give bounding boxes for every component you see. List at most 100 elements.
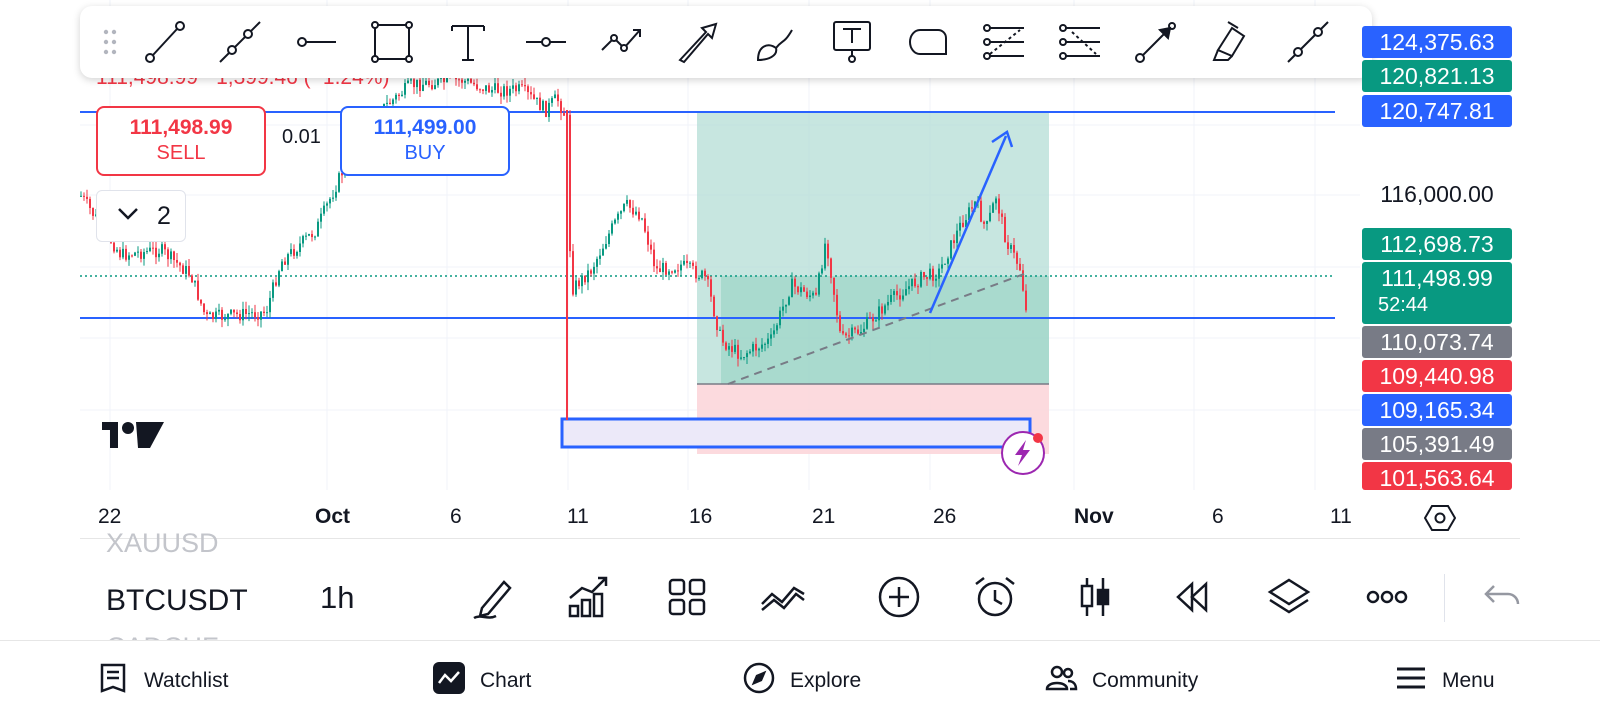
candle-body xyxy=(620,211,622,214)
alarm-clock-icon[interactable] xyxy=(972,574,1018,620)
candle-body xyxy=(194,280,196,283)
horizontal-ray-icon[interactable] xyxy=(294,20,338,64)
candle-body xyxy=(887,301,889,306)
candle-body xyxy=(1010,245,1012,249)
sell-button[interactable]: 111,498.99 SELL xyxy=(96,106,266,176)
cross-line-icon[interactable] xyxy=(1286,20,1330,64)
long-position-entry-zone xyxy=(721,276,1049,384)
fib-retracement-icon[interactable] xyxy=(982,20,1026,64)
candle-body xyxy=(731,346,733,352)
candle-body xyxy=(1025,290,1027,311)
candle-body xyxy=(482,89,484,91)
nav-community[interactable]: Community xyxy=(1044,661,1198,701)
candle-body xyxy=(839,315,841,332)
highlighter-icon[interactable] xyxy=(1210,20,1254,64)
arrow-marker-icon[interactable] xyxy=(1134,20,1178,64)
candle-body xyxy=(155,247,157,258)
sell-label: SELL xyxy=(156,142,206,164)
callout-icon[interactable] xyxy=(906,20,950,64)
price-label: 105,391.49 xyxy=(1362,428,1512,460)
candle-body xyxy=(842,331,844,334)
candle-body xyxy=(1016,252,1018,264)
trend-line-icon[interactable] xyxy=(142,20,186,64)
candle-body xyxy=(848,335,850,337)
candle-body xyxy=(878,306,880,321)
anchored-text-icon[interactable] xyxy=(830,20,874,64)
candle-body xyxy=(185,265,187,274)
candle-body xyxy=(944,263,946,265)
more-icon[interactable] xyxy=(1364,574,1410,620)
candle-body xyxy=(506,86,508,96)
nav-menu-label: Menu xyxy=(1442,669,1495,692)
layout-grid-icon[interactable] xyxy=(664,574,710,620)
symbol-prev[interactable]: XAUUSD xyxy=(106,528,219,554)
candle-body xyxy=(116,249,118,252)
nav-menu[interactable]: Menu xyxy=(1394,661,1495,701)
candle-body xyxy=(404,83,406,95)
candle-body xyxy=(932,268,934,281)
time-label: 22 xyxy=(98,505,122,528)
candle-body xyxy=(512,85,514,89)
candle-body xyxy=(998,198,1000,214)
candle-body xyxy=(890,294,892,302)
candle-body xyxy=(638,211,640,220)
text-icon[interactable] xyxy=(446,20,490,64)
price-chart[interactable] xyxy=(80,0,1520,540)
compare-icon[interactable] xyxy=(760,574,806,620)
nav-watchlist[interactable]: Watchlist xyxy=(96,661,228,701)
candle-body xyxy=(170,251,172,260)
indicators-icon[interactable] xyxy=(566,574,612,620)
candle-body xyxy=(764,343,766,345)
indicators-count: 2 xyxy=(157,201,171,230)
candle-body xyxy=(515,85,517,92)
layers-icon[interactable] xyxy=(1266,574,1312,620)
horizontal-line-icon[interactable] xyxy=(524,20,568,64)
candle-body xyxy=(947,258,949,264)
candle-body xyxy=(677,270,679,272)
candle-body xyxy=(320,213,322,222)
candle-body xyxy=(146,251,148,253)
time-label: 11 xyxy=(1330,505,1352,528)
candle-body xyxy=(191,275,193,283)
buy-button[interactable]: 111,499.00 BUY xyxy=(340,106,510,176)
fib-extension-icon[interactable] xyxy=(1058,20,1102,64)
candle-body xyxy=(722,329,724,343)
candles-icon[interactable] xyxy=(1072,574,1118,620)
nav-explore[interactable]: Explore xyxy=(742,661,861,701)
brush-icon[interactable] xyxy=(752,20,796,64)
candle-body xyxy=(548,102,550,117)
settings-hex-icon[interactable] xyxy=(1423,504,1457,537)
extended-line-icon[interactable] xyxy=(218,20,262,64)
path-icon[interactable] xyxy=(600,20,644,64)
candle-body xyxy=(845,333,847,336)
demand-rectangle xyxy=(560,417,1032,449)
candle-body xyxy=(578,280,580,287)
candle-body xyxy=(836,294,838,316)
candle-body xyxy=(113,242,115,252)
price-scale[interactable]: 124,375.63 120,821.13 120,747.81 116,000… xyxy=(1340,0,1520,490)
symbol-next[interactable]: CADCHF xyxy=(106,632,219,640)
interval-button[interactable]: 1h xyxy=(320,580,355,615)
arrow-icon[interactable] xyxy=(676,20,720,64)
replay-icon[interactable] xyxy=(1168,574,1214,620)
time-label: 11 xyxy=(567,505,589,528)
drag-handle-icon[interactable] xyxy=(88,20,117,64)
indicators-toggle[interactable]: 2 xyxy=(96,190,186,242)
compass-icon xyxy=(742,661,790,701)
pencil-icon[interactable] xyxy=(470,574,516,620)
candle-body xyxy=(1022,270,1024,291)
nav-chart[interactable]: Chart xyxy=(432,661,531,701)
time-axis[interactable] xyxy=(80,490,1520,539)
candle-body xyxy=(176,260,178,263)
symbol-current[interactable]: BTCUSDT xyxy=(106,584,248,617)
chart-canvas[interactable] xyxy=(80,0,1520,540)
candle-body xyxy=(143,252,145,259)
add-circle-icon[interactable] xyxy=(876,574,922,620)
undo-icon[interactable] xyxy=(1478,574,1524,620)
candle-body xyxy=(461,79,463,83)
candle-body xyxy=(551,98,553,103)
candle-body xyxy=(815,292,817,295)
buy-label: BUY xyxy=(404,142,446,164)
candle-body xyxy=(569,114,571,252)
rectangle-icon[interactable] xyxy=(370,20,414,64)
